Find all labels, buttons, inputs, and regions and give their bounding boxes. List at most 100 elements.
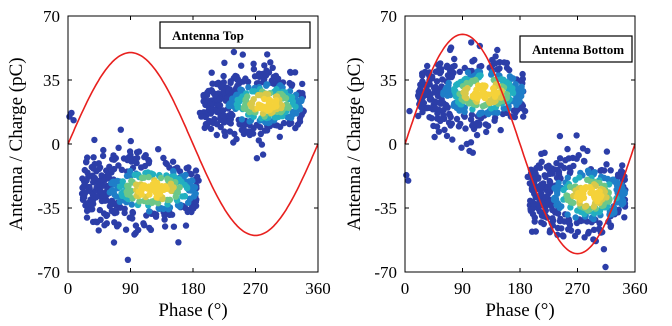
scatter-point <box>213 121 221 128</box>
scatter-point <box>488 71 495 78</box>
scatter-point <box>619 162 626 169</box>
legend-label-bottom: Antenna Bottom <box>532 42 624 57</box>
scatter-point <box>536 164 544 171</box>
scatter-point <box>443 101 450 109</box>
scatter-point <box>103 197 110 204</box>
scatter-point <box>435 128 443 135</box>
scatter-point <box>564 174 571 181</box>
scatter-point <box>556 132 564 140</box>
scatter-point <box>446 110 453 118</box>
scatter-point <box>220 112 228 119</box>
scatter-point <box>126 167 134 175</box>
scatter-point <box>91 136 98 144</box>
scatter-point <box>253 121 260 129</box>
x-tick-label: 360 <box>622 279 648 298</box>
scatter-point <box>564 211 571 218</box>
x-tick-label: 180 <box>180 279 206 298</box>
scatter-point <box>140 174 148 181</box>
scatter-point <box>581 158 588 165</box>
scatter-point <box>603 161 610 168</box>
scatter-point <box>127 137 134 145</box>
scatter-point <box>118 166 126 173</box>
scatter-point <box>248 100 255 107</box>
chart-panel-antenna-bottom: 0 90 180 270 360 70 35 0 -35 -70 Phase (°) Antenn… <box>344 7 648 321</box>
scatter-point <box>602 263 609 271</box>
scatter-point <box>276 133 283 140</box>
scatter-point <box>506 66 513 74</box>
scatter-point <box>546 188 554 195</box>
scatter-point <box>121 205 128 212</box>
scatter-point <box>157 174 165 182</box>
scatter-point <box>482 121 489 128</box>
scatter-point <box>458 144 465 151</box>
scatter-point <box>605 181 613 188</box>
scatter-point <box>435 106 442 113</box>
scatter-point <box>183 165 190 172</box>
scatter-point <box>146 191 153 198</box>
scatter-point <box>138 164 145 171</box>
scatter-point <box>140 220 147 227</box>
scatter-point <box>583 202 590 210</box>
scatter-point <box>155 146 162 153</box>
scatter-point <box>280 119 288 127</box>
scatter-point <box>288 82 295 90</box>
scatter-point <box>487 105 495 112</box>
scatter-point <box>245 128 253 135</box>
scatter-point <box>128 187 135 195</box>
scatter-point <box>572 176 579 183</box>
x-axis-label-top: Phase (°) <box>158 300 227 321</box>
scatter-point <box>585 169 593 177</box>
scatter-point <box>139 185 146 192</box>
scatter-point <box>457 120 464 128</box>
scatter-point <box>176 168 184 175</box>
x-tick-label: 360 <box>305 279 331 298</box>
scatter-point <box>226 128 234 135</box>
scatter-point <box>151 186 158 193</box>
scatter-point <box>520 113 527 120</box>
axis-ticks-top: 0 90 180 270 360 70 35 0 -35 -70 <box>37 7 330 298</box>
scatter-point <box>179 193 186 200</box>
scatter-point <box>227 79 234 87</box>
legend-bottom: Antenna Bottom <box>519 35 633 63</box>
scatter-point <box>497 126 504 134</box>
scatter-point <box>601 174 608 182</box>
scatter-point <box>129 208 136 216</box>
scatter-point <box>559 232 566 239</box>
scatter-point <box>451 55 458 63</box>
scatter-point <box>500 105 507 112</box>
scatter-point <box>133 159 140 167</box>
scatter-point <box>230 48 238 56</box>
scatter-point <box>552 195 560 203</box>
scatter-point <box>447 91 454 99</box>
scatter-point <box>83 159 90 166</box>
y-tick-label: -35 <box>37 199 60 218</box>
scatter-point <box>161 223 169 230</box>
scatter-point <box>220 72 227 80</box>
scatter-point <box>299 80 306 88</box>
scatter-point <box>182 222 190 229</box>
scatter-point <box>145 173 152 181</box>
scatter-point <box>220 107 227 114</box>
scatter-point <box>250 66 258 73</box>
x-tick-label: 0 <box>64 279 73 298</box>
scatter-point <box>265 99 273 107</box>
scatter-point <box>128 158 135 165</box>
scatter-point <box>89 206 96 213</box>
scatter-point <box>175 239 182 246</box>
scatter-point <box>464 85 471 92</box>
scatter-point <box>462 125 469 132</box>
scatter-point <box>213 131 220 139</box>
scatter-point <box>415 112 422 120</box>
scatter-point <box>245 84 252 91</box>
scatter-point <box>287 69 294 76</box>
scatter-point <box>529 210 537 218</box>
scatter-point <box>468 39 475 46</box>
scatter-point <box>562 157 569 164</box>
scatter-point <box>567 204 574 211</box>
scatter-point <box>103 220 111 227</box>
scatter-point <box>403 171 410 179</box>
scatter-point <box>186 195 194 202</box>
scatter-point <box>208 69 215 76</box>
scatter-point <box>554 210 562 217</box>
